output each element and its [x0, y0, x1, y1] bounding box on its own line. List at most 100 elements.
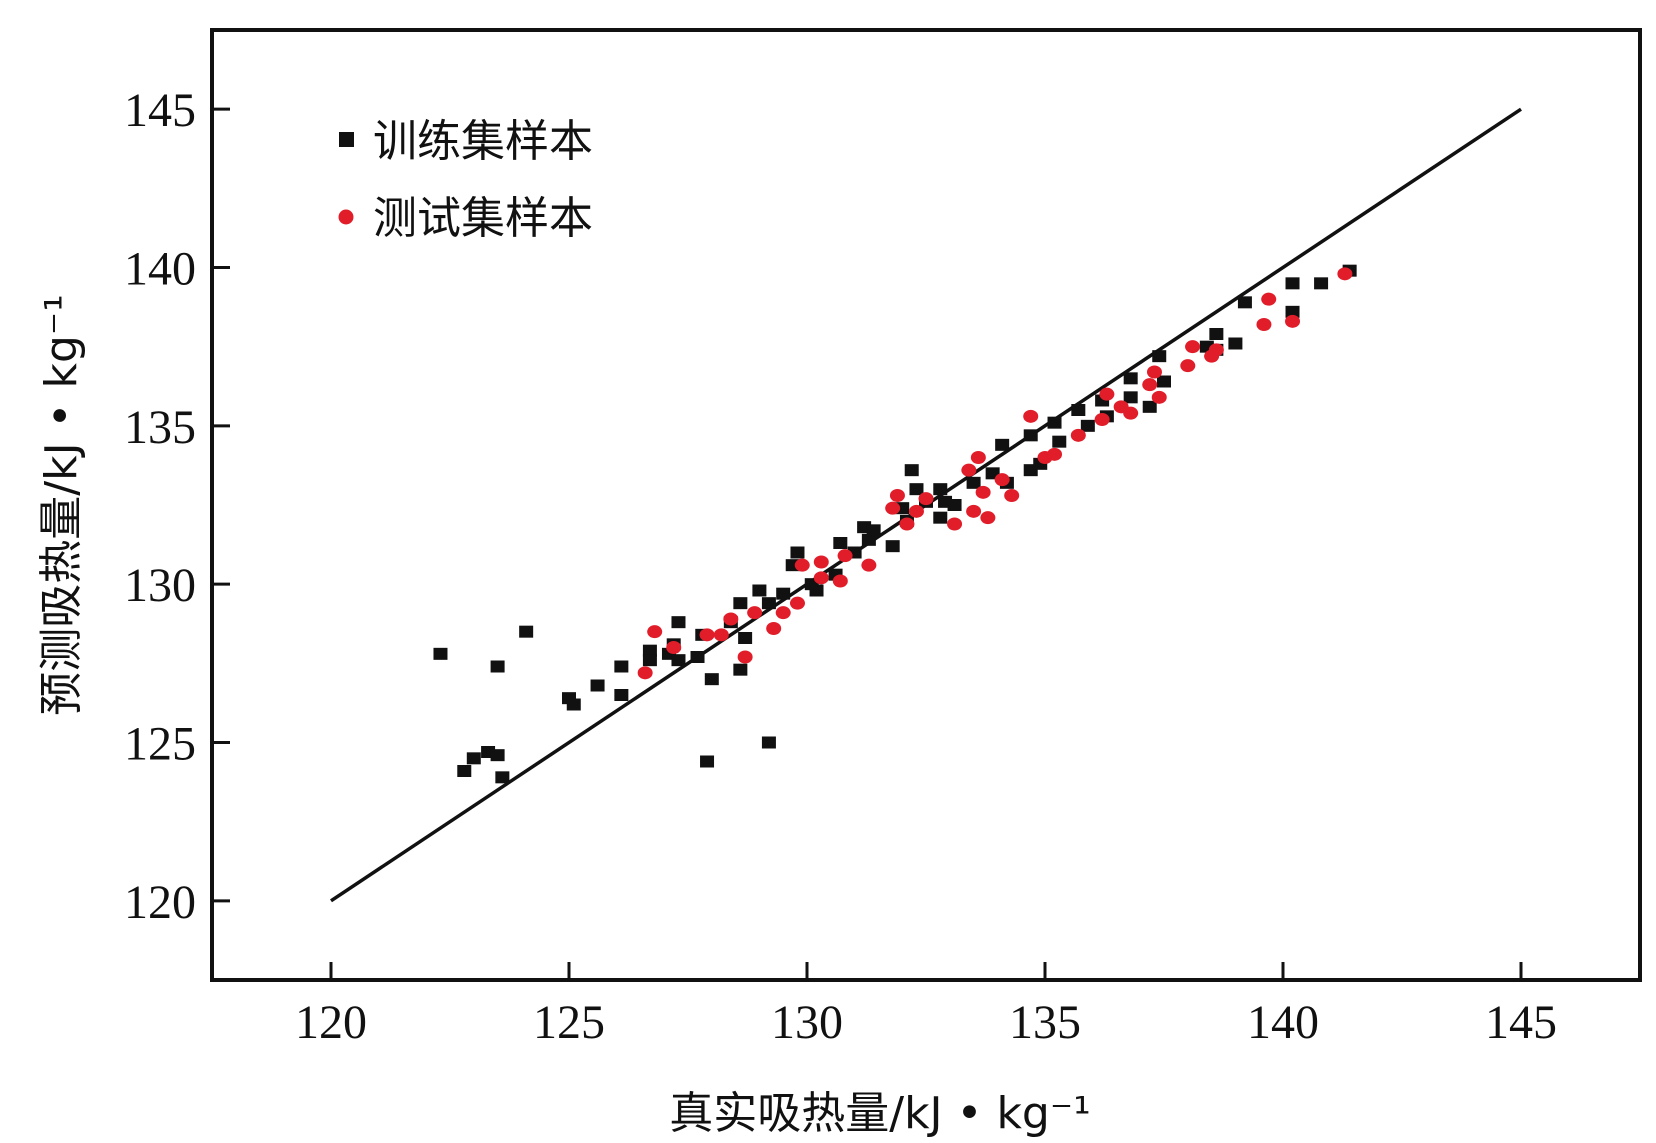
- legend-label-train: 训练集样本: [373, 116, 593, 167]
- test-point: [970, 451, 986, 464]
- train-point: [904, 464, 919, 477]
- y-tick-label: 145: [124, 84, 196, 137]
- train-point: [433, 647, 448, 660]
- train-point: [833, 537, 848, 549]
- train-point: [790, 546, 805, 559]
- test-point: [1094, 413, 1110, 426]
- test-point: [1285, 314, 1301, 328]
- train-point: [457, 765, 472, 777]
- train-point: [690, 651, 705, 663]
- train-point: [1123, 372, 1138, 385]
- x-tick-label: 125: [533, 996, 605, 1049]
- test-point: [947, 517, 963, 531]
- test-point: [713, 628, 729, 642]
- test-point: [1185, 340, 1201, 354]
- test-point: [961, 463, 977, 477]
- x-tick-label: 120: [295, 996, 367, 1049]
- train-point: [909, 483, 924, 496]
- test-point: [861, 558, 877, 572]
- y-tick-label: 140: [124, 243, 196, 296]
- test-point: [766, 622, 782, 635]
- train-point: [1071, 404, 1086, 416]
- train-point: [1209, 328, 1224, 340]
- train-point: [947, 499, 962, 511]
- test-point: [723, 612, 739, 626]
- legend: 训练集样本 测试集样本: [338, 116, 593, 244]
- x-axis: 120 125 130 135 140 145: [295, 962, 1557, 1049]
- train-point: [1228, 337, 1243, 350]
- x-tick-label: 145: [1485, 996, 1557, 1049]
- test-point: [789, 596, 805, 610]
- train-point: [1157, 375, 1171, 388]
- legend-marker-train: [339, 132, 354, 147]
- train-point: [700, 755, 715, 768]
- test-point: [1261, 292, 1277, 306]
- y-tick-label: 125: [124, 718, 196, 771]
- test-point: [1337, 267, 1353, 281]
- train-point: [566, 698, 581, 711]
- train-point: [1080, 419, 1095, 432]
- test-point: [775, 606, 791, 620]
- train-point: [590, 679, 605, 692]
- y-tick-label: 135: [124, 401, 196, 454]
- train-point: [885, 540, 900, 553]
- test-point: [994, 473, 1010, 487]
- test-point: [699, 628, 715, 642]
- x-tick-label: 140: [1247, 996, 1319, 1049]
- train-point: [933, 511, 948, 524]
- test-point: [1256, 318, 1272, 331]
- train-point: [966, 476, 981, 489]
- test-point: [647, 625, 663, 639]
- train-point: [1237, 296, 1252, 309]
- test-point: [885, 501, 901, 515]
- train-point: [776, 587, 791, 600]
- y-axis-title: 预测吸热量/kJ • kg⁻¹: [36, 294, 87, 715]
- test-point: [637, 666, 653, 680]
- train-point: [671, 616, 686, 629]
- train-point: [861, 533, 876, 546]
- train-point: [490, 749, 505, 762]
- test-point: [1047, 447, 1063, 461]
- train-point: [733, 663, 748, 676]
- test-point: [1151, 390, 1167, 404]
- train-point: [933, 483, 948, 496]
- x-tick-label: 135: [1009, 996, 1081, 1049]
- test-point: [1180, 359, 1196, 373]
- test-point: [737, 650, 753, 664]
- data-points: [433, 264, 1357, 784]
- test-point: [975, 485, 991, 499]
- test-point: [837, 549, 853, 563]
- train-point: [466, 752, 481, 765]
- train-point: [614, 689, 629, 701]
- test-point: [832, 574, 848, 588]
- test-point: [666, 641, 682, 654]
- train-point: [490, 660, 505, 673]
- x-tick-label: 130: [771, 996, 843, 1049]
- y-axis: 120 125 130 135 140 145: [124, 84, 230, 929]
- test-point: [918, 492, 934, 506]
- test-point: [813, 571, 829, 585]
- train-point: [809, 584, 824, 597]
- train-point: [495, 771, 510, 784]
- train-series: [433, 264, 1357, 784]
- train-point: [752, 584, 767, 597]
- train-point: [1142, 400, 1157, 413]
- y-tick-label: 120: [124, 876, 196, 929]
- legend-marker-test: [338, 209, 354, 225]
- train-point: [704, 673, 719, 686]
- test-point: [1146, 365, 1162, 379]
- test-series: [637, 267, 1353, 680]
- train-point: [761, 736, 776, 749]
- train-point: [1314, 277, 1329, 290]
- test-point: [1004, 489, 1020, 502]
- test-point: [980, 511, 996, 525]
- test-point: [1070, 428, 1086, 442]
- train-point: [671, 654, 686, 667]
- test-point: [794, 558, 810, 572]
- test-point: [889, 489, 905, 502]
- train-point: [1152, 350, 1167, 363]
- train-point: [1123, 391, 1138, 404]
- train-point: [995, 438, 1010, 451]
- test-point: [1099, 387, 1115, 401]
